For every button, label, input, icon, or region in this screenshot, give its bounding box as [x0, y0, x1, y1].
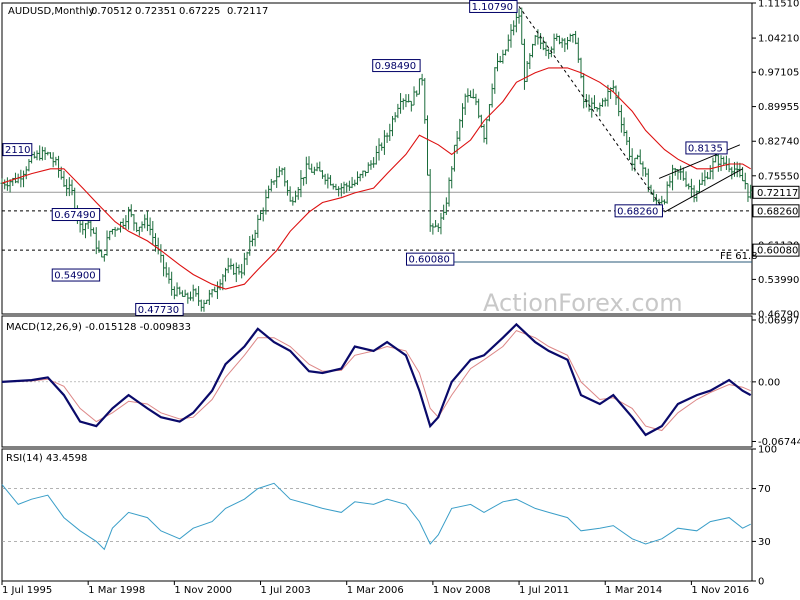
y-tick-label: 1.11510: [758, 0, 799, 10]
price-tag-label: 0.8135: [688, 143, 723, 154]
watermark: ActionForex.com: [483, 289, 683, 317]
macd-line: [1, 322, 752, 437]
price-tag-box: [685, 141, 728, 155]
macd-panel: 0.069977 0.00 -0.067448: [1, 315, 800, 448]
x-tick-label: 1 Nov 2008: [433, 585, 491, 596]
x-tick-label: 1 Nov 2000: [174, 585, 232, 596]
fe-level-label: FE 61.8: [720, 251, 758, 262]
y-tick-label: 30: [758, 537, 771, 548]
level-tag-label: 0.60080: [757, 246, 798, 257]
x-tick-label: 1 Mar 2006: [347, 585, 404, 596]
y-tick-label: 70: [758, 484, 771, 495]
price-tag-label: 0.98490: [375, 61, 416, 72]
close-value: 0.72117: [227, 6, 268, 17]
rsi-panel: 100 70 30 0: [1, 445, 777, 588]
price-tag-box: [135, 302, 184, 316]
price-tag-box: [51, 208, 101, 222]
level-tag-box: [752, 243, 800, 257]
y-tick-label: 0: [758, 577, 764, 588]
x-tick-label: 1 Jul 2003: [261, 585, 311, 596]
y-tick-label: 0.97105: [758, 68, 799, 79]
macd-header: MACD(12,26,9) -0.015128 -0.009833: [6, 322, 191, 333]
price-tag-box: [614, 204, 663, 218]
price-tag-label: 1.10790: [472, 2, 513, 13]
y-tick-label: 0.75550: [758, 171, 799, 182]
price-tag-box: [405, 252, 455, 266]
y-tick-label: 0.89955: [758, 102, 799, 113]
y-tick-label: 1.04210: [758, 34, 799, 45]
current-price-box: [752, 185, 800, 199]
x-tick-label: 1 Jul 2011: [519, 585, 569, 596]
price-tag-box: [2, 143, 33, 157]
x-tick-label: 1 Nov 2016: [691, 585, 749, 596]
current-price-label: 0.72117: [757, 188, 798, 199]
x-tick-label: 1 Mar 1998: [88, 585, 145, 596]
price-tag-label: 0.60080: [408, 255, 449, 266]
x-tick-label: 1 Jul 1995: [2, 585, 52, 596]
price-panel: 1.11510 1.04210 0.97105 0.89955 0.82740 0.755…: [0, 0, 800, 321]
price-tag-box: [372, 59, 421, 73]
x-tick-label: 1 Mar 2014: [605, 585, 662, 596]
low-value: 0.67225: [179, 6, 220, 17]
price-tag-label: 0.68260: [617, 206, 658, 217]
y-tick-label: 0.00: [758, 377, 780, 388]
channel-line: [664, 168, 743, 213]
price-tag-label: 2110: [5, 145, 30, 156]
y-tick-label: -0.067448: [758, 437, 800, 448]
symbol-label: AUDUSD,Monthly: [8, 6, 95, 17]
level-tag-label: 0.68260: [757, 206, 798, 217]
y-tick-label: 0.82740: [758, 137, 799, 148]
y-tick-label: 100: [758, 445, 777, 456]
panel-frame: [1, 448, 753, 582]
time-axis: 1 Jul 1995 1 Mar 1998 1 Nov 2000 1 Jul 2003…: [1, 581, 749, 596]
price-tag-box: [469, 0, 518, 13]
price-tag-label: 0.54900: [54, 271, 95, 282]
open-value: 0.70512: [91, 6, 132, 17]
moving-average-line: [1, 67, 751, 290]
ohlc-bars: [0, 7, 753, 312]
level-tag-box: [752, 204, 800, 218]
price-tag-label: 0.47730: [138, 305, 179, 316]
y-tick-label: 0.53990: [758, 275, 799, 286]
price-panel-header: AUDUSD,Monthly 0.70512 0.72351 0.67225 0…: [8, 6, 268, 17]
price-tag-box: [51, 268, 101, 282]
rsi-header: RSI(14) 43.4598: [6, 453, 87, 464]
price-tag-label: 0.67490: [54, 210, 95, 221]
high-value: 0.72351: [135, 6, 176, 17]
y-tick-label: 0.069977: [758, 315, 800, 326]
y-tick-label: 0.46790: [758, 310, 799, 321]
rsi-line: [1, 482, 751, 551]
panel-frame: [1, 2, 753, 315]
